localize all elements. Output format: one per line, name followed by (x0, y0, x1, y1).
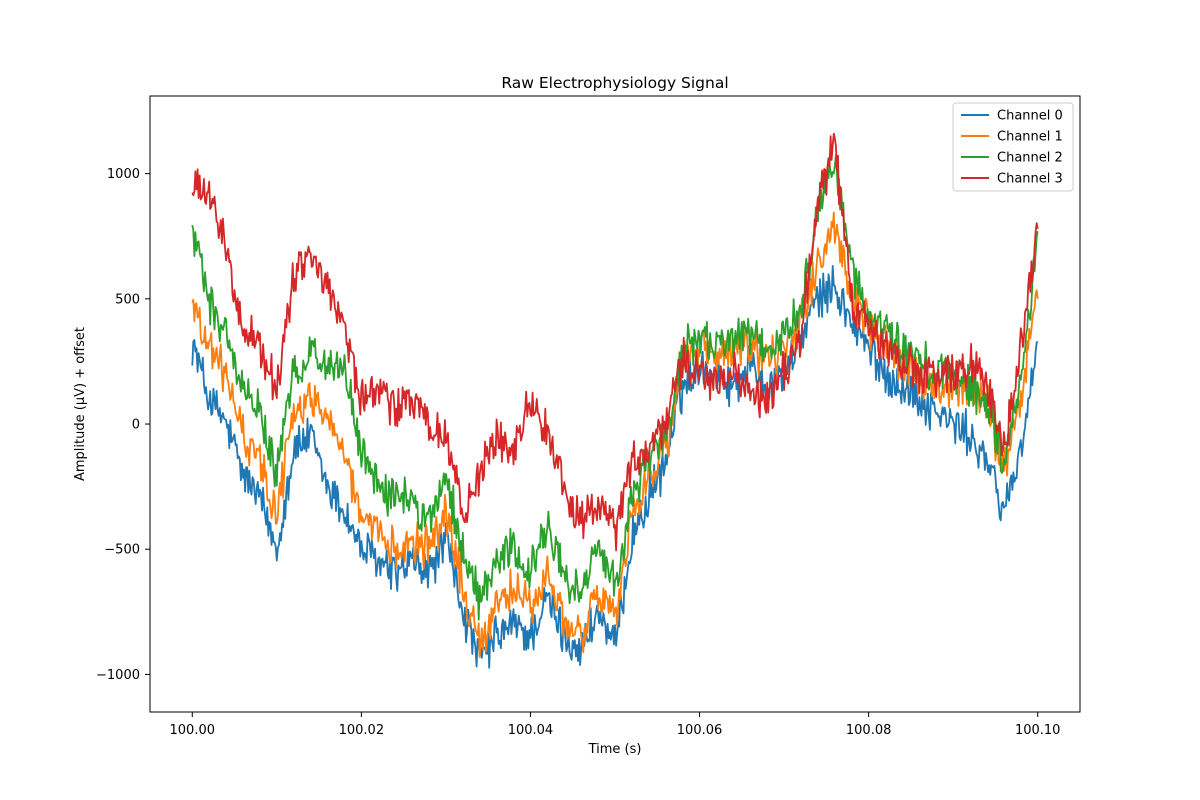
x-axis-label: Time (s) (588, 742, 642, 757)
x-tick-label: 100.06 (677, 723, 723, 738)
legend-label: Channel 1 (997, 130, 1063, 145)
series-line-channel-3 (191, 132, 1039, 552)
axes-frame (149, 95, 1081, 713)
y-tick-label: 0 (132, 418, 140, 433)
legend-label: Channel 2 (997, 151, 1063, 166)
x-tick-label: 100.08 (846, 723, 892, 738)
y-tick-label: −1000 (96, 668, 140, 683)
series-line-channel-2 (191, 154, 1039, 621)
x-tick-label: 100.04 (508, 723, 554, 738)
y-tick-label: 1000 (107, 167, 140, 182)
y-tick-label: −500 (104, 543, 140, 558)
chart-title: Raw Electrophysiology Signal (501, 74, 728, 92)
y-axis-label: Amplitude (µV) + offset (73, 327, 88, 481)
x-tick-label: 100.10 (1015, 723, 1061, 738)
x-tick-label: 100.00 (170, 723, 216, 738)
x-tick-label: 100.02 (339, 723, 385, 738)
legend-box (952, 102, 1074, 192)
y-tick-label: 500 (115, 292, 140, 307)
series-line-channel-0 (191, 265, 1039, 669)
plot-area (191, 132, 1039, 669)
legend: Channel 0 Channel 1 Channel 2 Channel 3 (952, 102, 1074, 192)
legend-label: Channel 0 (997, 109, 1063, 124)
legend-label: Channel 3 (997, 172, 1063, 187)
axis-ticks: 100.00 100.02 100.04 100.06 100.08 100.10 −100… (96, 167, 1060, 738)
